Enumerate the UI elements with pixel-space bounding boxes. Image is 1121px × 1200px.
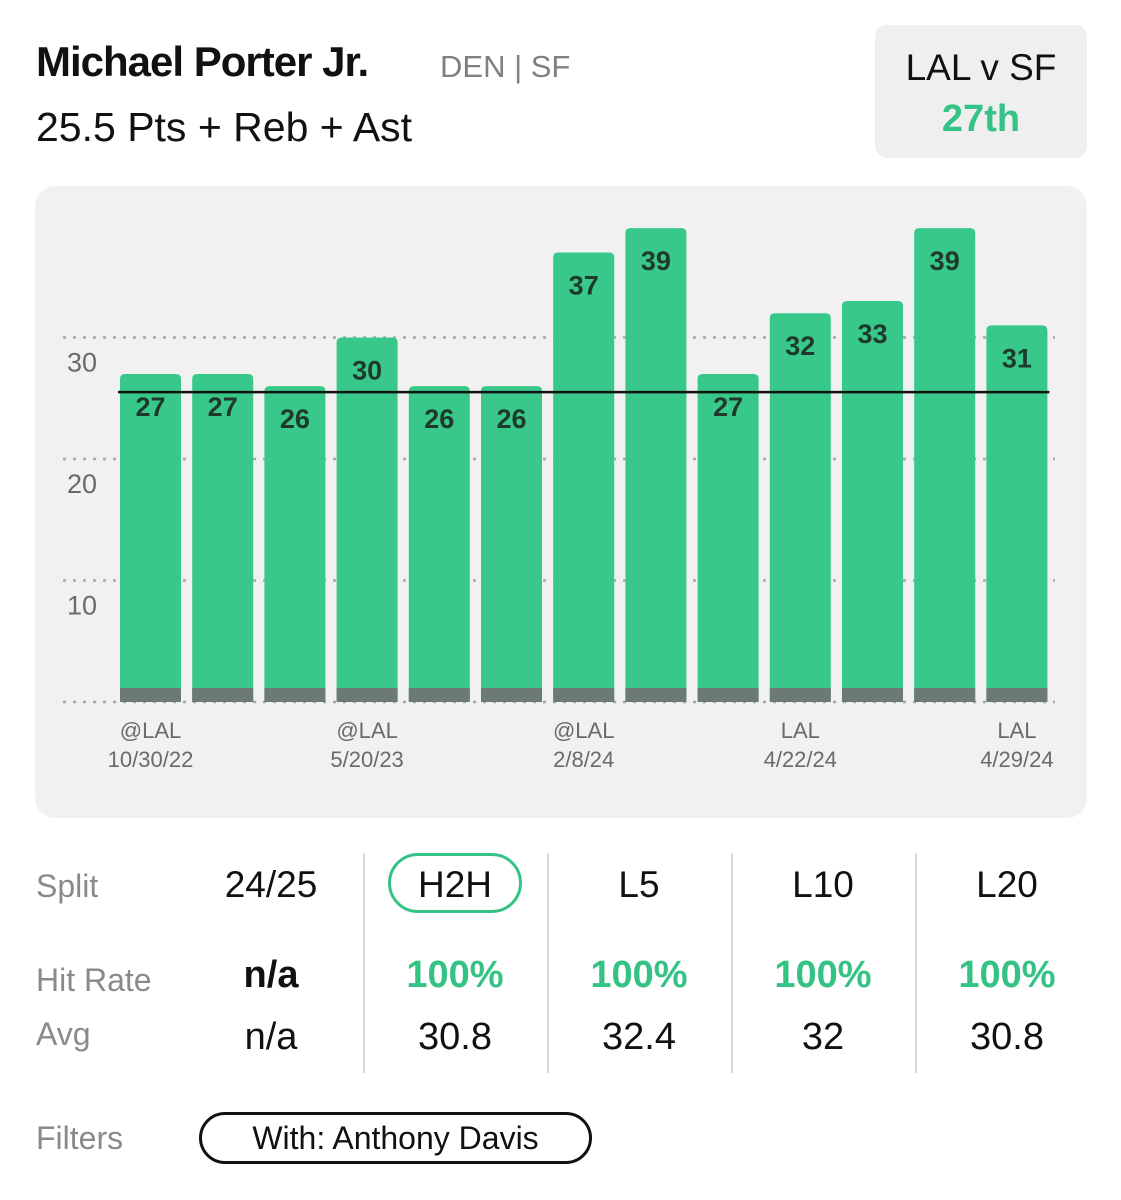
- hit-rate-value: 100%: [774, 954, 872, 996]
- avg-value: 30.8: [418, 1016, 492, 1058]
- bar-base: [625, 688, 687, 702]
- bar-base: [553, 688, 615, 702]
- bar-value-label: 26: [280, 404, 310, 434]
- bar-base: [120, 688, 181, 702]
- x-label-opponent: @LAL: [336, 718, 397, 743]
- matchup-title: LAL v SF: [905, 47, 1057, 88]
- bar-value-label: 33: [857, 319, 887, 349]
- bar: [842, 301, 903, 702]
- y-tick-label: 30: [67, 348, 97, 378]
- x-label-date: 4/29/24: [980, 747, 1053, 772]
- split-tab-24-25[interactable]: 24/25: [224, 864, 318, 905]
- bar: [336, 337, 398, 702]
- bar: [769, 313, 831, 702]
- split-tab-l20[interactable]: L20: [976, 864, 1038, 905]
- chart-panel: 10 20 30 27 27 26 30 26 26 37 39 27 32 33 39 31 @LAL 10/3…: [35, 186, 1087, 818]
- bar-value-label: 31: [1002, 343, 1032, 373]
- bar-base: [842, 688, 903, 702]
- bar-base: [769, 688, 831, 702]
- bar-base: [986, 688, 1048, 702]
- bar: [914, 228, 976, 702]
- bar: [625, 228, 687, 702]
- bar-base: [264, 688, 326, 702]
- bar: [120, 373, 181, 702]
- bar: [481, 386, 542, 702]
- team-info: DEN | SF: [440, 49, 571, 84]
- bar: [697, 373, 759, 702]
- bar-value-label: 32: [785, 331, 815, 361]
- x-label-opponent: @LAL: [120, 718, 181, 743]
- bar-base: [914, 688, 976, 702]
- y-tick-label: 20: [67, 469, 97, 499]
- hit-rate-value: 100%: [590, 954, 688, 996]
- bar-base: [408, 688, 470, 702]
- split-tab-l5[interactable]: L5: [618, 864, 660, 905]
- x-label-opponent: @LAL: [553, 718, 614, 743]
- avg-value: 30.8: [970, 1016, 1044, 1058]
- bar-chart: 10 20 30 27 27 26 30 26 26 37 39 27 32 33 39 31 @LAL 10/3…: [63, 228, 1055, 772]
- split-row-label: Split: [36, 868, 99, 904]
- player-name: Michael Porter Jr.: [36, 38, 369, 85]
- column-divider: [547, 853, 549, 1073]
- bar-value-label: 27: [208, 392, 238, 422]
- bar: [986, 325, 1048, 702]
- y-tick-label: 10: [67, 591, 97, 621]
- matchup-rank: 27th: [941, 98, 1021, 140]
- bar: [192, 373, 254, 702]
- avg-value: 32.4: [602, 1016, 676, 1058]
- filters-label: Filters: [36, 1120, 124, 1156]
- split-tab-h2h[interactable]: H2H: [417, 864, 493, 905]
- bar-value-label: 39: [641, 246, 671, 276]
- avg-row-label: Avg: [36, 1016, 91, 1052]
- hit-rate-value: 100%: [958, 954, 1056, 996]
- bar-value-label: 39: [930, 246, 960, 276]
- x-label-date: 4/22/24: [764, 747, 837, 772]
- column-divider: [731, 853, 733, 1073]
- matchup-card[interactable]: LAL v SF 27th: [875, 25, 1087, 158]
- split-tab-l10[interactable]: L10: [792, 864, 854, 905]
- hit-rate-row-label: Hit Rate: [36, 962, 152, 998]
- bar-base: [697, 688, 759, 702]
- bar: [553, 252, 615, 702]
- bar-base: [336, 688, 398, 702]
- bar-value-label: 30: [352, 356, 382, 386]
- x-label-date: 2/8/24: [553, 747, 614, 772]
- bar-base: [481, 688, 542, 702]
- x-label-date: 10/30/22: [108, 747, 194, 772]
- column-divider: [915, 853, 917, 1073]
- x-label-opponent: LAL: [997, 718, 1036, 743]
- bar-value-label: 26: [496, 404, 526, 434]
- hit-rate-value: 100%: [406, 954, 504, 996]
- avg-value: n/a: [244, 1016, 298, 1058]
- bar-value-label: 26: [424, 404, 454, 434]
- avg-value: 32: [801, 1016, 845, 1058]
- bar: [408, 386, 470, 702]
- bar: [264, 386, 326, 702]
- column-divider: [363, 853, 365, 1073]
- filter-chip-anthony-davis[interactable]: With: Anthony Davis: [199, 1112, 592, 1164]
- x-label-opponent: LAL: [781, 718, 820, 743]
- x-label-date: 5/20/23: [330, 747, 403, 772]
- prop-line: 25.5 Pts + Reb + Ast: [36, 104, 413, 150]
- hit-rate-value: n/a: [243, 954, 299, 996]
- bar-base: [192, 688, 254, 702]
- bar-value-label: 27: [135, 392, 165, 422]
- bar-value-label: 37: [569, 270, 599, 300]
- h2h-selected-pill: [388, 853, 522, 913]
- bar-value-label: 27: [713, 392, 743, 422]
